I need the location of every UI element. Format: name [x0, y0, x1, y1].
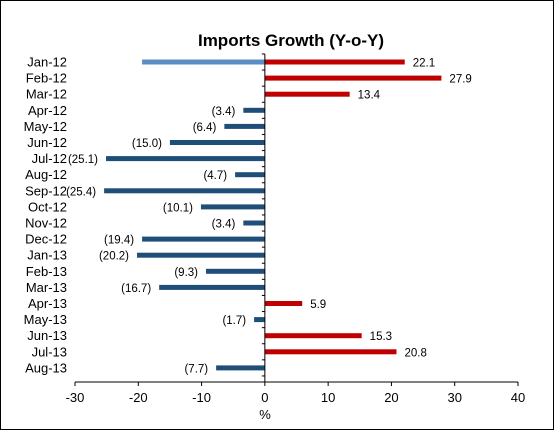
bar — [235, 172, 265, 178]
bar — [216, 365, 265, 371]
category-label: Jul-13 — [32, 344, 67, 359]
category-label: Jun-13 — [27, 328, 67, 343]
data-label: 22.1 — [413, 58, 435, 70]
bar — [264, 333, 362, 339]
data-label: (15.0) — [132, 138, 162, 150]
data-label: (3.4) — [212, 219, 236, 231]
x-tick-label: 20 — [384, 390, 398, 405]
category-label: Feb-12 — [26, 71, 67, 86]
bar — [159, 284, 265, 290]
category-label: Jul-12 — [32, 151, 67, 166]
data-label: (19.4) — [104, 235, 134, 247]
bar — [243, 107, 265, 113]
category-label: Apr-13 — [28, 296, 67, 311]
bar — [264, 349, 397, 355]
bar — [137, 252, 265, 258]
category-label: Aug-13 — [25, 360, 67, 375]
category-label: Feb-13 — [26, 264, 67, 279]
category-label: Oct-12 — [28, 199, 67, 214]
category-label: Aug-12 — [25, 167, 67, 182]
category-label: Apr-12 — [28, 103, 67, 118]
data-label: (6.4) — [193, 122, 217, 134]
category-label: Jun-12 — [27, 135, 67, 150]
x-tick-label: -30 — [66, 390, 85, 405]
bar — [106, 156, 265, 162]
bar — [206, 268, 265, 274]
x-tick-label: 10 — [321, 390, 335, 405]
data-label: 15.3 — [370, 331, 392, 343]
data-label: (1.7) — [222, 315, 246, 327]
data-label: 20.8 — [404, 347, 426, 359]
axis-layer: -30 -20 -10 0 10 20 30 40 — [66, 53, 525, 405]
category-label: Jan-12 — [27, 55, 67, 70]
bar — [200, 204, 265, 210]
x-tick-label: -20 — [129, 390, 148, 405]
bar — [142, 236, 265, 242]
bar — [254, 317, 265, 323]
data-label: (7.7) — [184, 363, 208, 375]
chart-title: Imports Growth (Y-o-Y) — [198, 31, 384, 50]
bar — [224, 123, 265, 129]
labels-layer: Jan-12 22.1 Feb-12 27.9 Mar-12 13.4 Apr-12 (3.4… — [24, 55, 472, 376]
x-tick-label: 30 — [447, 390, 461, 405]
x-tick-label: 40 — [511, 390, 525, 405]
data-label: (9.3) — [174, 267, 198, 279]
data-label: (4.7) — [203, 170, 227, 182]
category-label: Mar-12 — [26, 87, 67, 102]
category-label: Nov-12 — [25, 216, 67, 231]
category-label: Dec-12 — [25, 232, 67, 247]
data-label: 27.9 — [449, 74, 471, 86]
bar-secondary — [142, 59, 265, 65]
bar — [264, 59, 405, 65]
bar — [104, 188, 265, 194]
data-label: (10.1) — [163, 202, 193, 214]
category-label: Sep-12 — [25, 183, 67, 198]
x-tick-label: -10 — [192, 390, 211, 405]
bar — [264, 75, 442, 81]
bar — [243, 220, 265, 226]
data-label: 13.4 — [358, 90, 381, 102]
bar — [264, 301, 303, 306]
bar — [169, 140, 265, 145]
bars-layer — [104, 59, 442, 371]
data-label: 5.9 — [310, 299, 326, 311]
category-label: Jan-13 — [27, 248, 67, 263]
category-label: Mar-13 — [26, 280, 67, 295]
bar — [264, 91, 350, 97]
data-label: (20.2) — [99, 251, 129, 263]
data-label: (25.4) — [66, 186, 96, 198]
data-label: (25.1) — [68, 154, 98, 166]
x-axis-label: % — [259, 407, 271, 422]
data-label: (3.4) — [212, 106, 236, 118]
data-label: (16.7) — [121, 283, 151, 295]
category-label: May-12 — [24, 119, 67, 134]
x-tick-label: 0 — [261, 390, 268, 405]
category-label: May-13 — [24, 312, 67, 327]
